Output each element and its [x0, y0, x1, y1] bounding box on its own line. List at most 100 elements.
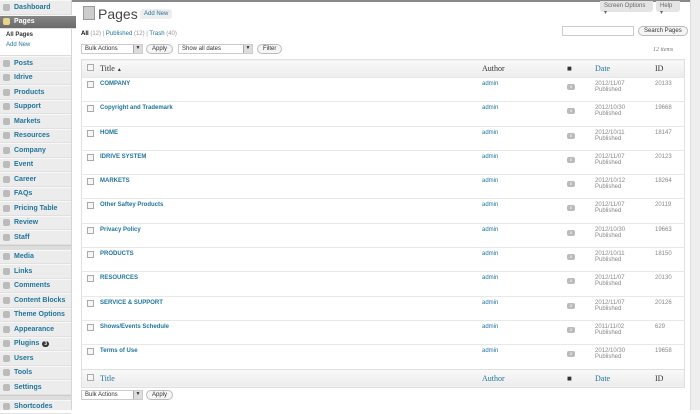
- search-pages-button[interactable]: Search Pages: [638, 26, 688, 36]
- comment-count[interactable]: 0: [567, 254, 575, 260]
- comment-count[interactable]: 0: [567, 181, 575, 187]
- sidebar-item-career[interactable]: Career: [0, 172, 71, 187]
- sidebar-item-event[interactable]: Event: [0, 158, 71, 173]
- comment-count[interactable]: 0: [567, 327, 575, 333]
- page-title-link[interactable]: PRODUCTS: [100, 251, 134, 257]
- author-link[interactable]: admin: [482, 251, 498, 257]
- sidebar-item-links[interactable]: Links: [0, 264, 71, 279]
- author-link[interactable]: admin: [482, 300, 498, 306]
- page-title-link[interactable]: IDRIVE SYSTEM: [100, 154, 146, 160]
- filter-button[interactable]: Filter: [257, 44, 282, 54]
- sidebar-item-pricing-table[interactable]: Pricing Table: [0, 201, 71, 216]
- page-title-link[interactable]: Privacy Policy: [100, 227, 141, 233]
- row-checkbox[interactable]: [87, 300, 94, 307]
- sidebar-item-media[interactable]: Media: [0, 250, 71, 265]
- col-comments-footer[interactable]: ■: [564, 369, 592, 387]
- apply-button-bottom[interactable]: Apply: [146, 390, 173, 400]
- comment-count[interactable]: 0: [567, 133, 575, 139]
- page-title-link[interactable]: Terms of Use: [100, 348, 138, 354]
- row-checkbox[interactable]: [87, 130, 94, 137]
- bulk-actions-select-bottom[interactable]: Bulk Actions▼: [81, 390, 143, 400]
- sidebar-item-tools[interactable]: Tools: [0, 366, 71, 381]
- col-id-footer[interactable]: ID: [652, 369, 685, 387]
- comment-count[interactable]: 0: [567, 205, 575, 211]
- page-title-link[interactable]: HOME: [100, 130, 118, 136]
- comment-count[interactable]: 0: [567, 84, 575, 90]
- page-title-link[interactable]: RESOURCES: [100, 275, 138, 281]
- sidebar-item-theme-options[interactable]: Theme Options: [0, 308, 71, 323]
- submenu-item[interactable]: Add New: [6, 42, 71, 52]
- row-checkbox[interactable]: [87, 251, 94, 258]
- sidebar-item-support[interactable]: Support: [0, 100, 71, 115]
- col-comments[interactable]: ■: [564, 60, 592, 78]
- select-all-checkbox-footer[interactable]: [87, 374, 94, 381]
- row-checkbox[interactable]: [87, 202, 94, 209]
- dates-select[interactable]: Show all dates▼: [178, 44, 253, 54]
- sidebar-item-shortcodes[interactable]: Shortcodes: [0, 400, 71, 414]
- sidebar-item-faqs[interactable]: FAQs: [0, 187, 71, 202]
- sidebar-item-appearance[interactable]: Appearance: [0, 322, 71, 337]
- row-checkbox[interactable]: [87, 154, 94, 161]
- col-id[interactable]: ID: [652, 60, 685, 78]
- col-title-footer[interactable]: Title: [97, 369, 479, 387]
- sidebar-item-comments[interactable]: Comments: [0, 279, 71, 294]
- author-link[interactable]: admin: [482, 81, 498, 87]
- view-published[interactable]: Published: [106, 31, 132, 37]
- col-date[interactable]: Date: [592, 60, 652, 78]
- sidebar-item-company[interactable]: Company: [0, 143, 71, 158]
- sidebar-item-users[interactable]: Users: [0, 351, 71, 366]
- sidebar-item-idrive[interactable]: Idrive: [0, 71, 71, 86]
- bulk-actions-select[interactable]: Bulk Actions▼: [81, 44, 143, 54]
- col-title[interactable]: Title ▲: [97, 60, 479, 78]
- apply-button[interactable]: Apply: [146, 44, 173, 54]
- sidebar-item-posts[interactable]: Posts: [0, 56, 71, 71]
- view-trash[interactable]: Trash: [149, 31, 164, 37]
- sidebar-item-markets[interactable]: Markets: [0, 114, 71, 129]
- comment-count[interactable]: 0: [567, 230, 575, 236]
- sidebar-item-settings[interactable]: Settings: [0, 380, 71, 395]
- scrollbar[interactable]: [690, 0, 700, 410]
- comment-count[interactable]: 0: [567, 157, 575, 163]
- sidebar-item-products[interactable]: Products: [0, 85, 71, 100]
- page-title-link[interactable]: COMPANY: [100, 81, 130, 87]
- sidebar-item-review[interactable]: Review: [0, 216, 71, 231]
- author-link[interactable]: admin: [482, 275, 498, 281]
- page-title-link[interactable]: MARKETS: [100, 178, 130, 184]
- comment-count[interactable]: 0: [567, 303, 575, 309]
- page-title-link[interactable]: Copyright and Trademark: [100, 105, 173, 111]
- sidebar-item-resources[interactable]: Resources: [0, 129, 71, 144]
- author-link[interactable]: admin: [482, 105, 498, 111]
- select-all-checkbox[interactable]: [87, 64, 94, 71]
- sidebar-item-pages[interactable]: Pages: [0, 15, 76, 30]
- sidebar-item-staff[interactable]: Staff: [0, 230, 71, 245]
- submenu-item[interactable]: All Pages: [6, 32, 71, 42]
- comment-count[interactable]: 0: [567, 278, 575, 284]
- add-new-button[interactable]: Add New: [140, 9, 172, 19]
- view-all[interactable]: All: [81, 31, 89, 37]
- screen-options-button[interactable]: Screen Options ▾: [600, 1, 653, 12]
- search-input[interactable]: [562, 26, 634, 36]
- sidebar-item-dashboard[interactable]: Dashboard: [0, 0, 71, 15]
- author-link[interactable]: admin: [482, 202, 498, 208]
- author-link[interactable]: admin: [482, 324, 498, 330]
- col-date-footer[interactable]: Date: [592, 369, 652, 387]
- author-link[interactable]: admin: [482, 154, 498, 160]
- row-checkbox[interactable]: [87, 105, 94, 112]
- row-checkbox[interactable]: [87, 227, 94, 234]
- help-button[interactable]: Help ▾: [656, 1, 680, 12]
- page-title-link[interactable]: SERVICE & SUPPORT: [100, 300, 163, 306]
- row-checkbox[interactable]: [87, 178, 94, 185]
- author-link[interactable]: admin: [482, 227, 498, 233]
- comment-count[interactable]: 0: [567, 351, 575, 357]
- comment-count[interactable]: 0: [567, 108, 575, 114]
- author-link[interactable]: admin: [482, 130, 498, 136]
- author-link[interactable]: admin: [482, 348, 498, 354]
- row-checkbox[interactable]: [87, 348, 94, 355]
- author-link[interactable]: admin: [482, 178, 498, 184]
- page-title-link[interactable]: Other Saftey Products: [100, 202, 163, 208]
- sidebar-item-content-blocks[interactable]: Content Blocks: [0, 293, 71, 308]
- row-checkbox[interactable]: [87, 275, 94, 282]
- row-checkbox[interactable]: [87, 324, 94, 331]
- row-checkbox[interactable]: [87, 81, 94, 88]
